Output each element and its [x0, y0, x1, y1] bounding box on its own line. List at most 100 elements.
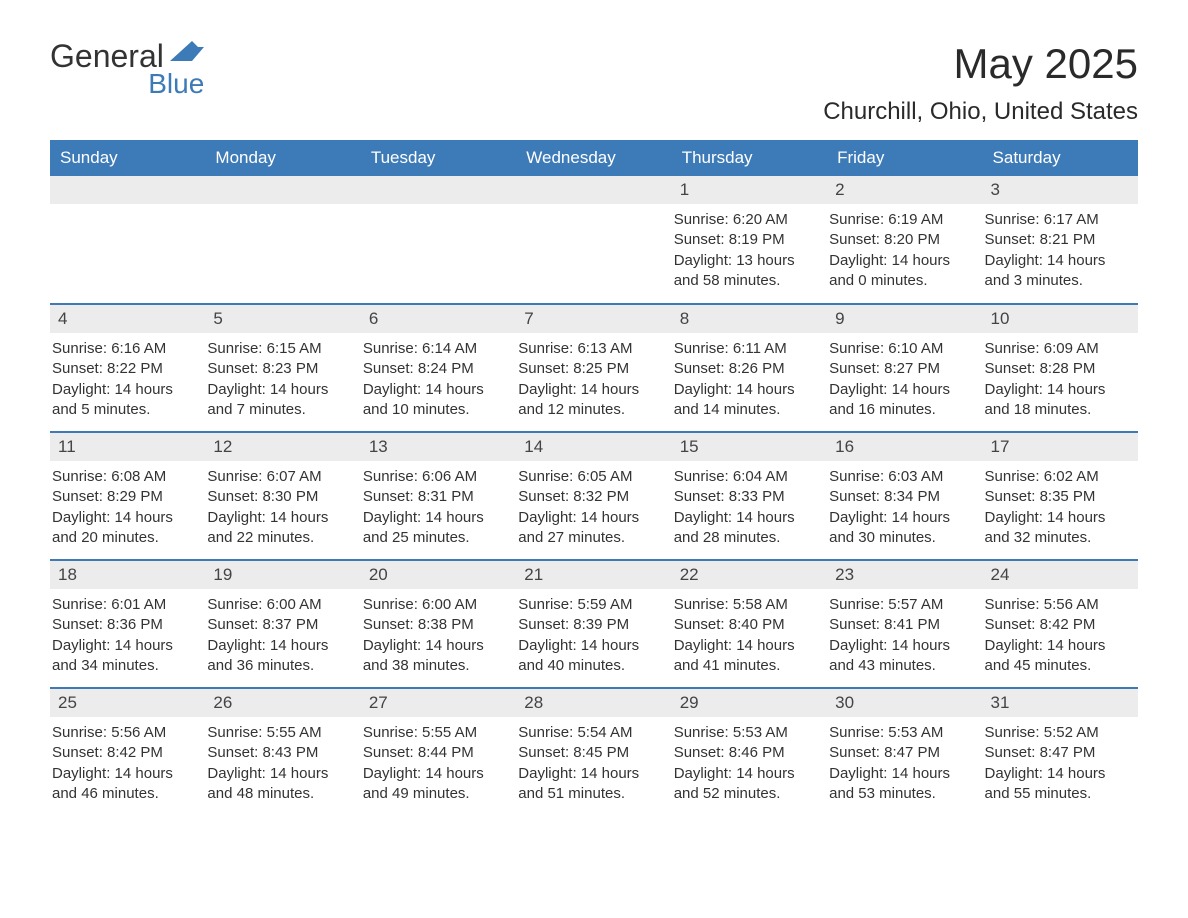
calendar-day: 23Sunrise: 5:57 AMSunset: 8:41 PMDayligh… — [827, 560, 982, 688]
calendar-day: 12Sunrise: 6:07 AMSunset: 8:30 PMDayligh… — [205, 432, 360, 560]
sunset-text: Sunset: 8:36 PM — [52, 615, 199, 635]
calendar-row: 11Sunrise: 6:08 AMSunset: 8:29 PMDayligh… — [50, 432, 1138, 560]
day-body: Sunrise: 6:02 AMSunset: 8:35 PMDaylight:… — [983, 461, 1138, 554]
brand-logo: General Blue — [50, 40, 204, 100]
sunrise-text: Sunrise: 6:02 AM — [985, 467, 1132, 487]
sunrise-text: Sunrise: 6:01 AM — [52, 595, 199, 615]
day-body: Sunrise: 6:16 AMSunset: 8:22 PMDaylight:… — [50, 333, 205, 426]
sunrise-text: Sunrise: 6:17 AM — [985, 210, 1132, 230]
day-number: 20 — [361, 561, 516, 589]
daylight-text: Daylight: 14 hours and 10 minutes. — [363, 380, 510, 421]
day-number: 1 — [672, 176, 827, 204]
daylight-text: Daylight: 14 hours and 41 minutes. — [674, 636, 821, 677]
calendar-head: SundayMondayTuesdayWednesdayThursdayFrid… — [50, 140, 1138, 176]
sunrise-text: Sunrise: 6:08 AM — [52, 467, 199, 487]
calendar-day: 2Sunrise: 6:19 AMSunset: 8:20 PMDaylight… — [827, 176, 982, 304]
day-number: 26 — [205, 689, 360, 717]
day-body: Sunrise: 5:54 AMSunset: 8:45 PMDaylight:… — [516, 717, 671, 810]
daylight-text: Daylight: 14 hours and 55 minutes. — [985, 764, 1132, 805]
day-body: Sunrise: 6:09 AMSunset: 8:28 PMDaylight:… — [983, 333, 1138, 426]
day-body: Sunrise: 6:01 AMSunset: 8:36 PMDaylight:… — [50, 589, 205, 682]
calendar-day: 5Sunrise: 6:15 AMSunset: 8:23 PMDaylight… — [205, 304, 360, 432]
calendar-day: 17Sunrise: 6:02 AMSunset: 8:35 PMDayligh… — [983, 432, 1138, 560]
daylight-text: Daylight: 14 hours and 36 minutes. — [207, 636, 354, 677]
daylight-text: Daylight: 14 hours and 45 minutes. — [985, 636, 1132, 677]
day-number: 29 — [672, 689, 827, 717]
calendar-day: 26Sunrise: 5:55 AMSunset: 8:43 PMDayligh… — [205, 688, 360, 816]
sunrise-text: Sunrise: 6:05 AM — [518, 467, 665, 487]
sunset-text: Sunset: 8:41 PM — [829, 615, 976, 635]
day-number: 12 — [205, 433, 360, 461]
day-number: 14 — [516, 433, 671, 461]
sunrise-text: Sunrise: 6:06 AM — [363, 467, 510, 487]
day-number: 9 — [827, 305, 982, 333]
sunrise-text: Sunrise: 5:54 AM — [518, 723, 665, 743]
daylight-text: Daylight: 14 hours and 40 minutes. — [518, 636, 665, 677]
day-number: 30 — [827, 689, 982, 717]
day-body: Sunrise: 6:20 AMSunset: 8:19 PMDaylight:… — [672, 204, 827, 297]
weekday-header: Friday — [827, 140, 982, 176]
day-number: 28 — [516, 689, 671, 717]
sunrise-text: Sunrise: 6:20 AM — [674, 210, 821, 230]
calendar-empty — [516, 176, 671, 304]
calendar-empty — [50, 176, 205, 304]
day-number: 27 — [361, 689, 516, 717]
daylight-text: Daylight: 14 hours and 3 minutes. — [985, 251, 1132, 292]
day-number-empty — [50, 176, 205, 204]
calendar-day: 30Sunrise: 5:53 AMSunset: 8:47 PMDayligh… — [827, 688, 982, 816]
day-number: 25 — [50, 689, 205, 717]
calendar-table: SundayMondayTuesdayWednesdayThursdayFrid… — [50, 140, 1138, 816]
daylight-text: Daylight: 14 hours and 52 minutes. — [674, 764, 821, 805]
calendar-day: 8Sunrise: 6:11 AMSunset: 8:26 PMDaylight… — [672, 304, 827, 432]
sunrise-text: Sunrise: 6:19 AM — [829, 210, 976, 230]
sunrise-text: Sunrise: 6:00 AM — [207, 595, 354, 615]
calendar-empty — [361, 176, 516, 304]
sunset-text: Sunset: 8:38 PM — [363, 615, 510, 635]
daylight-text: Daylight: 14 hours and 22 minutes. — [207, 508, 354, 549]
weekday-header: Sunday — [50, 140, 205, 176]
location-text: Churchill, Ohio, United States — [823, 98, 1138, 126]
sunset-text: Sunset: 8:30 PM — [207, 487, 354, 507]
calendar-day: 14Sunrise: 6:05 AMSunset: 8:32 PMDayligh… — [516, 432, 671, 560]
day-body: Sunrise: 5:55 AMSunset: 8:43 PMDaylight:… — [205, 717, 360, 810]
day-body: Sunrise: 5:59 AMSunset: 8:39 PMDaylight:… — [516, 589, 671, 682]
sunset-text: Sunset: 8:22 PM — [52, 359, 199, 379]
calendar-day: 19Sunrise: 6:00 AMSunset: 8:37 PMDayligh… — [205, 560, 360, 688]
sunrise-text: Sunrise: 6:10 AM — [829, 339, 976, 359]
day-number: 3 — [983, 176, 1138, 204]
daylight-text: Daylight: 14 hours and 49 minutes. — [363, 764, 510, 805]
day-body: Sunrise: 5:58 AMSunset: 8:40 PMDaylight:… — [672, 589, 827, 682]
calendar-day: 10Sunrise: 6:09 AMSunset: 8:28 PMDayligh… — [983, 304, 1138, 432]
calendar-day: 27Sunrise: 5:55 AMSunset: 8:44 PMDayligh… — [361, 688, 516, 816]
day-body: Sunrise: 6:00 AMSunset: 8:37 PMDaylight:… — [205, 589, 360, 682]
sunset-text: Sunset: 8:45 PM — [518, 743, 665, 763]
weekday-header: Monday — [205, 140, 360, 176]
calendar-day: 21Sunrise: 5:59 AMSunset: 8:39 PMDayligh… — [516, 560, 671, 688]
day-number: 17 — [983, 433, 1138, 461]
sunset-text: Sunset: 8:29 PM — [52, 487, 199, 507]
sunset-text: Sunset: 8:20 PM — [829, 230, 976, 250]
calendar-day: 16Sunrise: 6:03 AMSunset: 8:34 PMDayligh… — [827, 432, 982, 560]
day-number: 7 — [516, 305, 671, 333]
sunrise-text: Sunrise: 6:04 AM — [674, 467, 821, 487]
calendar-day: 20Sunrise: 6:00 AMSunset: 8:38 PMDayligh… — [361, 560, 516, 688]
daylight-text: Daylight: 14 hours and 25 minutes. — [363, 508, 510, 549]
sunset-text: Sunset: 8:19 PM — [674, 230, 821, 250]
daylight-text: Daylight: 14 hours and 14 minutes. — [674, 380, 821, 421]
day-number: 16 — [827, 433, 982, 461]
day-number-empty — [205, 176, 360, 204]
sunset-text: Sunset: 8:42 PM — [52, 743, 199, 763]
daylight-text: Daylight: 14 hours and 53 minutes. — [829, 764, 976, 805]
sunset-text: Sunset: 8:27 PM — [829, 359, 976, 379]
calendar-body: 1Sunrise: 6:20 AMSunset: 8:19 PMDaylight… — [50, 176, 1138, 816]
daylight-text: Daylight: 14 hours and 0 minutes. — [829, 251, 976, 292]
sunrise-text: Sunrise: 6:13 AM — [518, 339, 665, 359]
day-body: Sunrise: 6:17 AMSunset: 8:21 PMDaylight:… — [983, 204, 1138, 297]
day-body: Sunrise: 6:15 AMSunset: 8:23 PMDaylight:… — [205, 333, 360, 426]
calendar-day: 18Sunrise: 6:01 AMSunset: 8:36 PMDayligh… — [50, 560, 205, 688]
daylight-text: Daylight: 14 hours and 51 minutes. — [518, 764, 665, 805]
sunset-text: Sunset: 8:47 PM — [985, 743, 1132, 763]
day-number: 21 — [516, 561, 671, 589]
sunrise-text: Sunrise: 6:11 AM — [674, 339, 821, 359]
calendar-day: 4Sunrise: 6:16 AMSunset: 8:22 PMDaylight… — [50, 304, 205, 432]
